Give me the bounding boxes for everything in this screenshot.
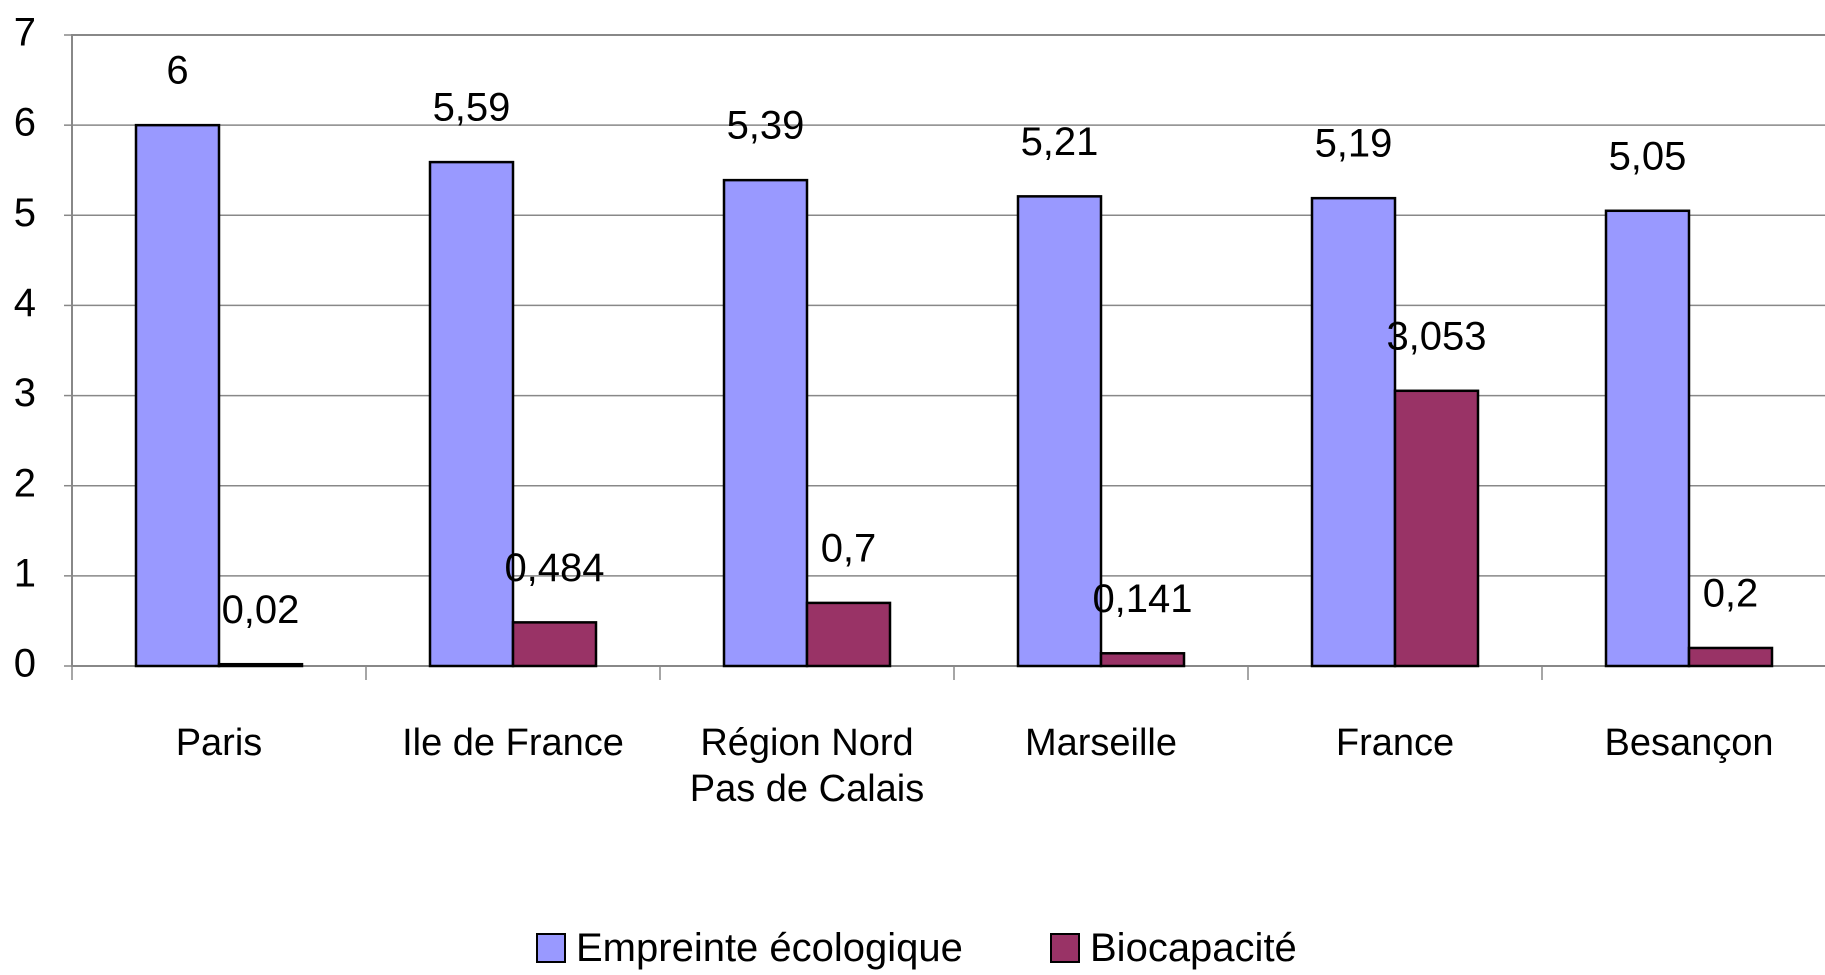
y-tick-label: 1	[14, 551, 36, 595]
data-label: 0,7	[821, 526, 877, 570]
data-label: 5,19	[1315, 122, 1393, 166]
data-label: 5,39	[727, 104, 805, 148]
bar	[1310, 196, 1397, 668]
y-tick-label: 2	[14, 461, 36, 505]
data-label: 5,59	[433, 86, 511, 130]
legend-label: Biocapacité	[1090, 925, 1297, 970]
y-tick-label: 7	[14, 11, 36, 55]
data-label: 6	[166, 49, 188, 93]
bar	[217, 662, 304, 668]
x-tick-label: Besançon	[1604, 722, 1774, 764]
x-tick-label: Région Nord Pas de Calais	[689, 722, 925, 810]
data-label: 0,2	[1703, 572, 1759, 616]
legend-label: Empreinte écologique	[576, 925, 963, 970]
y-tick-label: 3	[14, 371, 36, 415]
y-tick-label: 0	[14, 642, 36, 686]
bar	[805, 601, 892, 668]
bar	[511, 621, 598, 668]
data-label: 0,141	[1092, 577, 1192, 621]
bar	[1687, 646, 1774, 668]
bar	[1099, 652, 1186, 668]
x-tick-label: Marseille	[1024, 722, 1178, 764]
x-tick-label: Paris	[175, 722, 263, 764]
data-label: 5,05	[1609, 134, 1687, 178]
data-label: 5,21	[1021, 120, 1099, 164]
bar	[1016, 195, 1103, 668]
plot-area	[71, 34, 1825, 667]
bar	[722, 178, 809, 668]
data-label: 0,484	[504, 546, 604, 590]
y-tick-label: 6	[14, 101, 36, 145]
data-label: 0,02	[222, 588, 300, 632]
y-tick-label: 4	[14, 281, 36, 325]
bar	[428, 160, 515, 668]
bar	[1604, 209, 1691, 668]
x-tick-label: France	[1335, 722, 1455, 764]
x-tick-label: Ile de France	[402, 722, 624, 764]
legend-swatch	[1050, 933, 1080, 963]
bar	[1393, 389, 1480, 668]
data-label: 3,053	[1386, 314, 1486, 358]
legend-item: Biocapacité	[1050, 925, 1297, 971]
legend-swatch	[536, 933, 566, 963]
bar	[134, 123, 221, 668]
y-tick-label: 5	[14, 191, 36, 235]
legend-item: Empreinte écologique	[536, 925, 963, 971]
